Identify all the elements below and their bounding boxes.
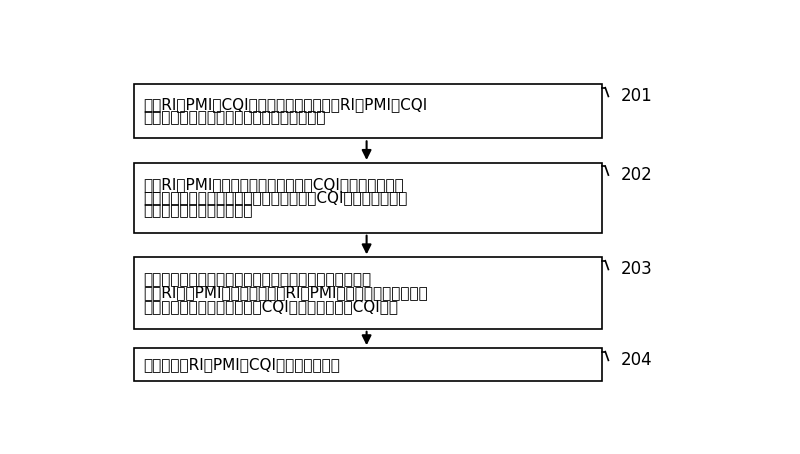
Text: 找出所记录的最大吞吐量之和的最大值，将该最大值所对: 找出所记录的最大吞吐量之和的最大值，将该最大值所对 <box>143 272 371 287</box>
Text: 202: 202 <box>621 166 653 184</box>
Text: 对于RI和PMI的每一种取值组合，遍历CQI的所有取值，从: 对于RI和PMI的每一种取值组合，遍历CQI的所有取值，从 <box>143 177 404 192</box>
Text: 应的RI值和PMI值作为待反馈的RI和PMI参数，以及将组成该最: 应的RI值和PMI值作为待反馈的RI和PMI参数，以及将组成该最 <box>143 286 428 301</box>
Text: 的每一种取值组合情况下的每个码字的吞吐量: 的每一种取值组合情况下的每个码字的吞吐量 <box>143 110 326 125</box>
Text: 各个码字的最大吞吐量之和: 各个码字的最大吞吐量之和 <box>143 203 253 218</box>
Bar <box>134 163 602 233</box>
Text: 将待反馈的RI、PMI和CQI参数反馈给基站: 将待反馈的RI、PMI和CQI参数反馈给基站 <box>143 357 340 372</box>
Text: 204: 204 <box>621 351 653 370</box>
Bar <box>134 348 602 381</box>
Text: 遍历RI、PMI和CQI的所有取值组合，计算RI、PMI和CQI: 遍历RI、PMI和CQI的所有取值组合，计算RI、PMI和CQI <box>143 97 428 112</box>
Text: 203: 203 <box>621 261 653 278</box>
Text: 中找出每个码字的最大吞吐量并记录对应的CQI值，计算并记录: 中找出每个码字的最大吞吐量并记录对应的CQI值，计算并记录 <box>143 190 408 205</box>
Bar <box>134 257 602 329</box>
Bar <box>134 84 602 138</box>
Text: 大值的各最大吞吐量所对应的CQI值作为待反馈的CQI参数: 大值的各最大吞吐量所对应的CQI值作为待反馈的CQI参数 <box>143 299 398 314</box>
Text: 201: 201 <box>621 88 653 105</box>
